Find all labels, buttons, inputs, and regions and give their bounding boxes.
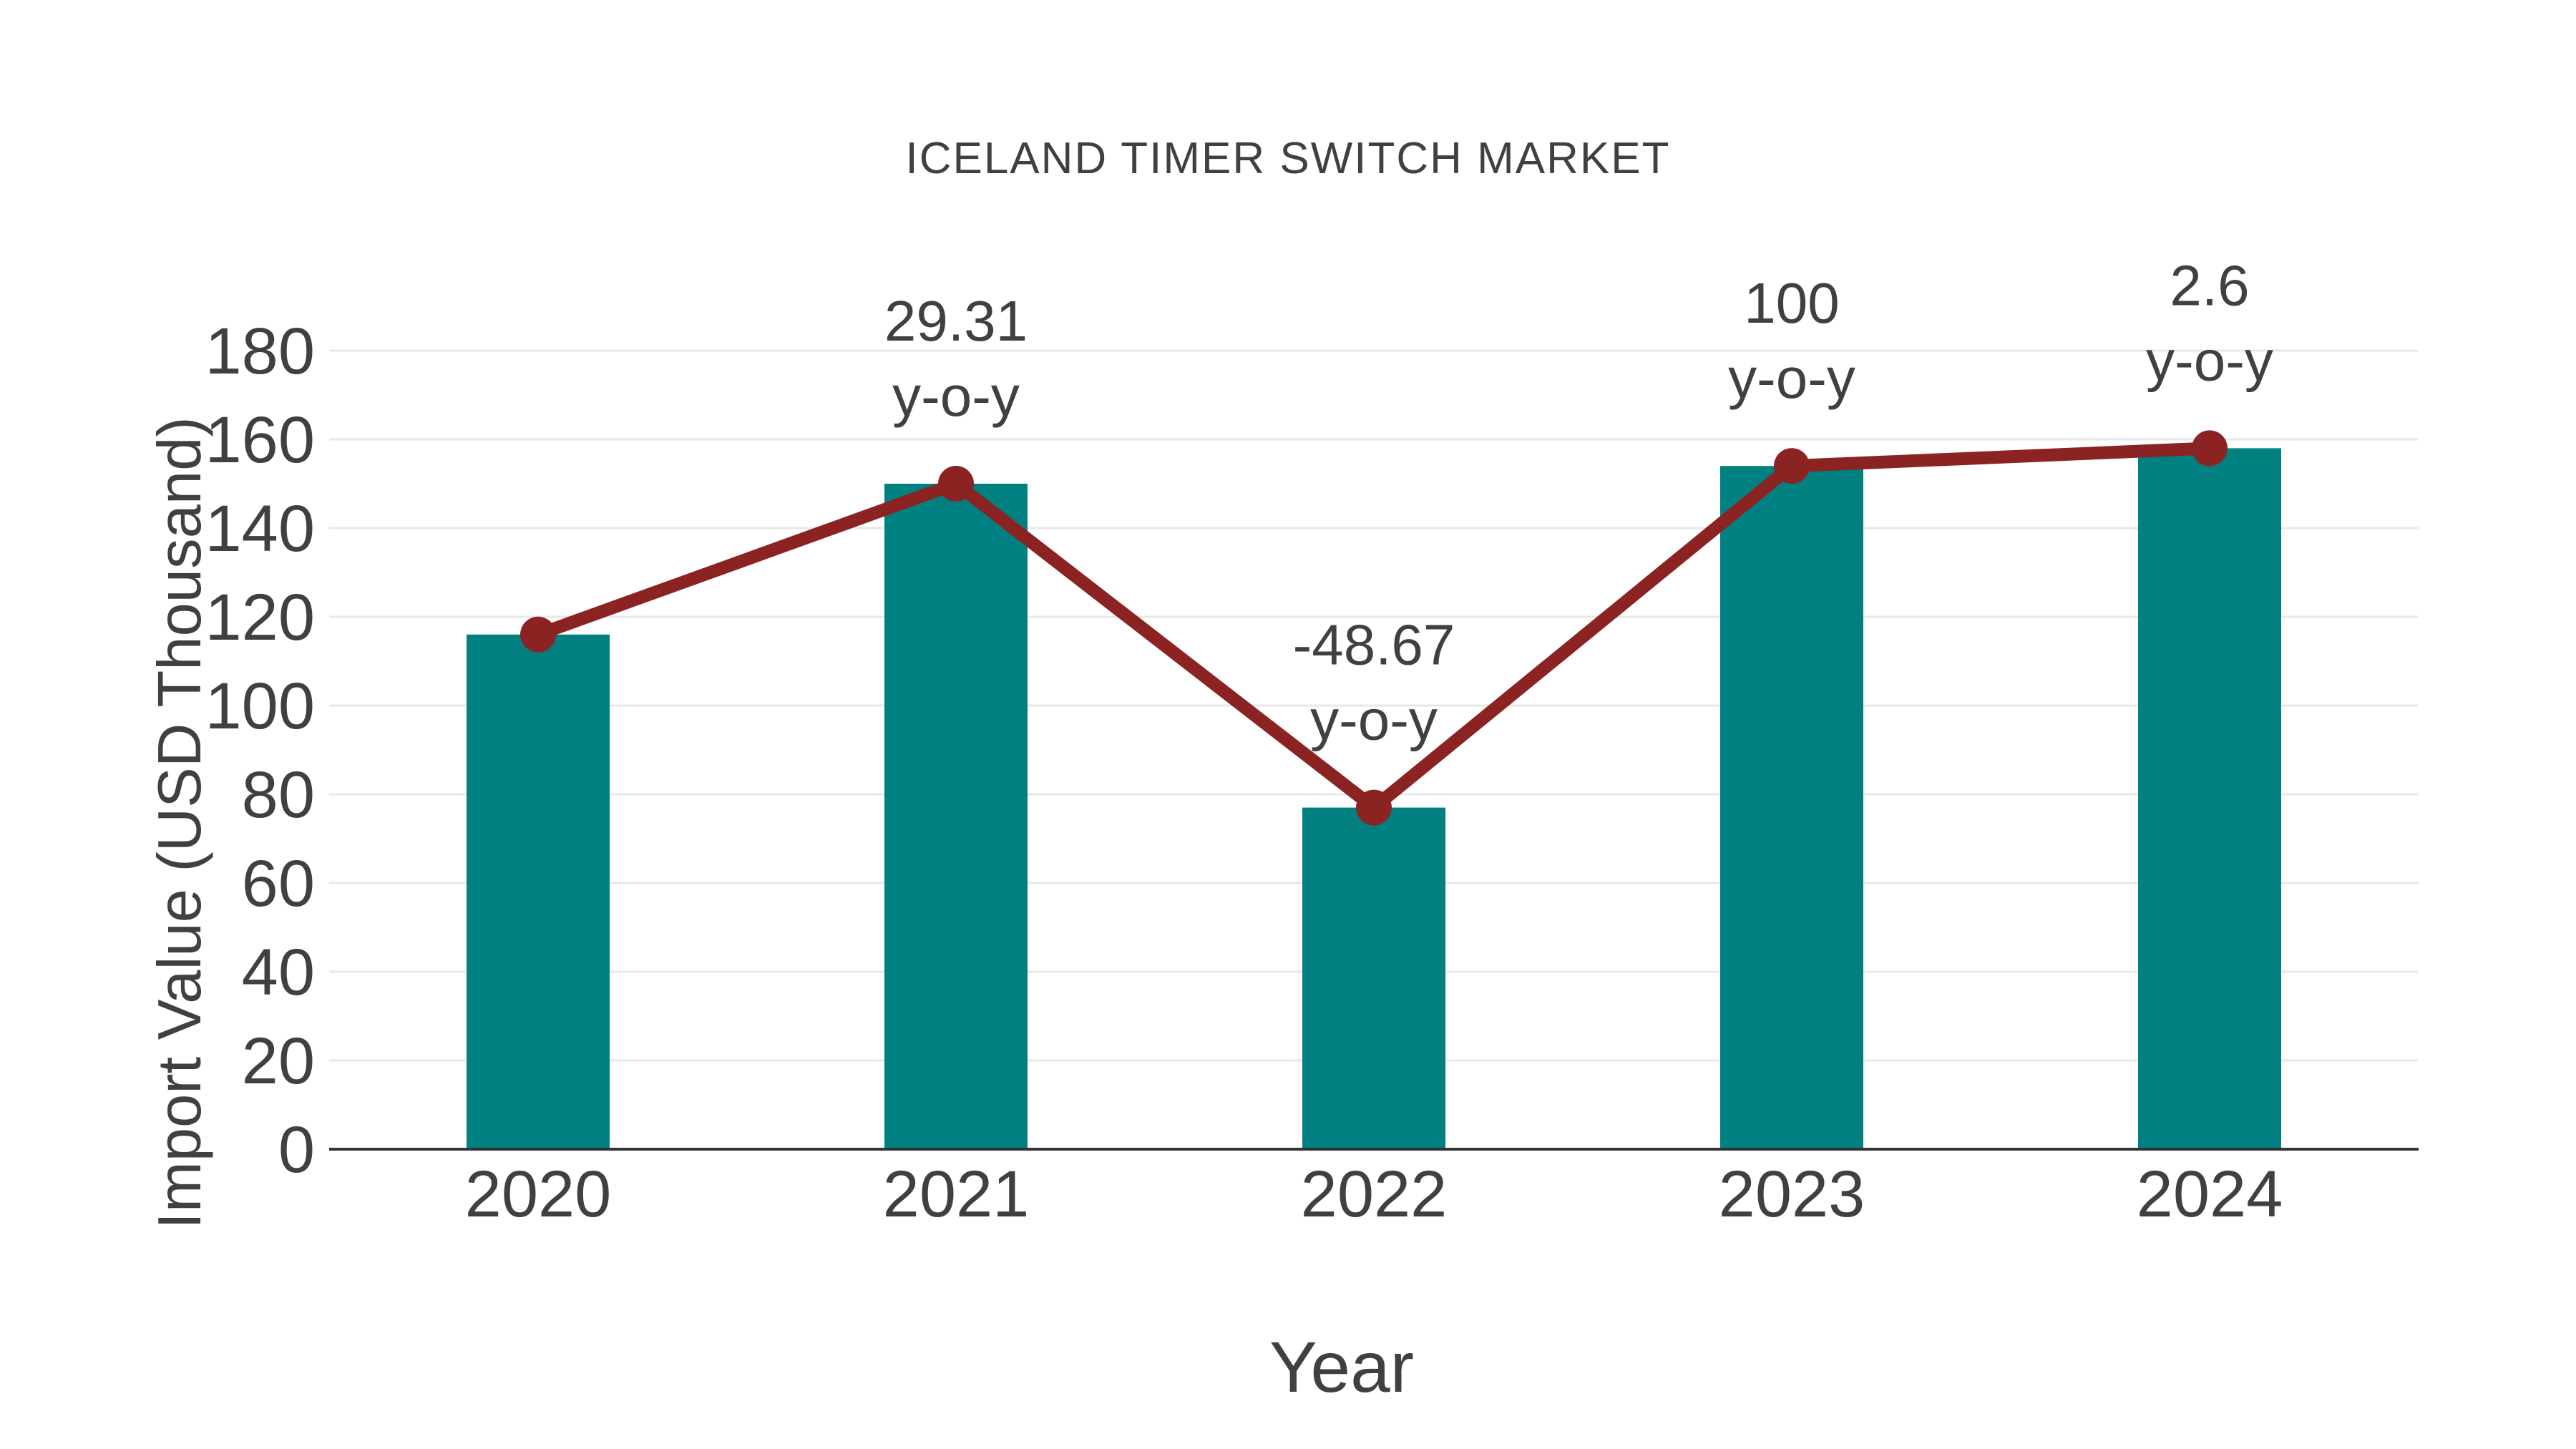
x-tick-label-2022: 2022 bbox=[1301, 1158, 1448, 1231]
trend-marker-2021 bbox=[938, 466, 974, 502]
y-tick-label-160: 160 bbox=[205, 404, 316, 477]
yoy-annotations: 29.31 y-o-y -48.67 y-o-y 100 y-o-y 2.6 y-o-y bbox=[884, 253, 2273, 751]
y-tick-label-100: 100 bbox=[205, 670, 316, 743]
yoy-suffix-2024: y-o-y bbox=[2146, 328, 2273, 392]
x-tick-label-2020: 2020 bbox=[465, 1158, 612, 1231]
bar-2020 bbox=[467, 634, 610, 1149]
yoy-value-2022: -48.67 bbox=[1293, 613, 1455, 677]
yoy-value-2023: 100 bbox=[1744, 271, 1839, 335]
trend-marker-2020 bbox=[520, 616, 556, 653]
y-tick-label-20: 20 bbox=[242, 1025, 315, 1098]
bar-2024 bbox=[2138, 448, 2281, 1149]
x-tick-label-2024: 2024 bbox=[2137, 1158, 2283, 1231]
trend-line-series bbox=[520, 430, 2228, 826]
y-tick-label-120: 120 bbox=[205, 581, 316, 654]
yoy-suffix-2022: y-o-y bbox=[1310, 688, 1438, 752]
yoy-value-2021: 29.31 bbox=[884, 289, 1028, 353]
y-tick-label-0: 0 bbox=[278, 1113, 315, 1186]
bar-2022 bbox=[1302, 807, 1445, 1149]
y-tick-label-80: 80 bbox=[242, 758, 315, 831]
bar-2021 bbox=[884, 484, 1028, 1149]
yoy-suffix-2021: y-o-y bbox=[892, 364, 1020, 428]
chart-title: ICELAND TIMER SWITCH MARKET bbox=[905, 134, 1670, 183]
trend-marker-2024 bbox=[2192, 430, 2228, 467]
y-tick-label-140: 140 bbox=[205, 492, 316, 565]
x-axis-title: Year bbox=[1269, 1327, 1414, 1407]
trend-marker-2022 bbox=[1356, 789, 1392, 826]
yoy-suffix-2023: y-o-y bbox=[1728, 346, 1855, 410]
gridlines bbox=[329, 349, 2419, 1062]
y-tick-labels: 0 20 40 60 80 100 120 140 160 180 bbox=[205, 315, 316, 1186]
x-tick-label-2021: 2021 bbox=[883, 1158, 1030, 1231]
y-tick-label-180: 180 bbox=[205, 315, 316, 388]
x-tick-labels: 2020 2021 2022 2023 2024 bbox=[465, 1158, 2283, 1231]
y-tick-label-60: 60 bbox=[242, 847, 315, 920]
x-tick-label-2023: 2023 bbox=[1719, 1158, 1865, 1231]
y-tick-label-40: 40 bbox=[242, 936, 315, 1009]
trend-marker-2023 bbox=[1774, 448, 1810, 484]
bar-2023 bbox=[1720, 466, 1863, 1149]
bar-series bbox=[467, 448, 2281, 1149]
y-axis-title: Import Value (USD Thousand) bbox=[146, 416, 214, 1229]
yoy-value-2024: 2.6 bbox=[2170, 253, 2249, 317]
